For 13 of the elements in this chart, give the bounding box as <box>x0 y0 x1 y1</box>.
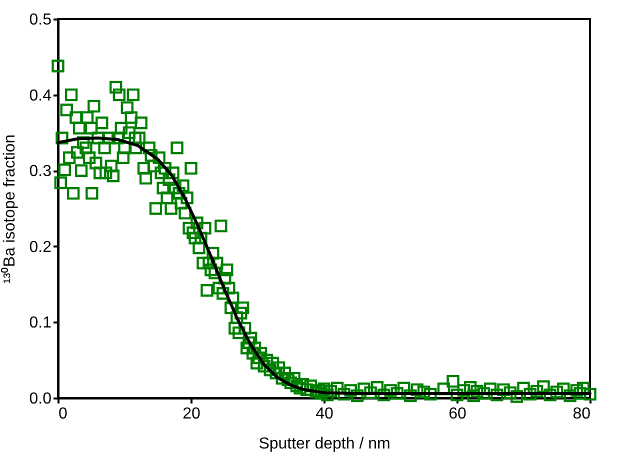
y-tick-label: 0.4 <box>29 87 52 104</box>
y-tick-label: 0.3 <box>29 163 52 180</box>
y-axis-title: ¹³⁰Ba isotope fraction <box>0 134 18 284</box>
y-tick-label: 0.1 <box>29 314 52 332</box>
x-tick-label: 60 <box>448 406 466 422</box>
y-tick-label: 0.5 <box>29 12 52 28</box>
y-tick-label: 0.0 <box>29 390 52 408</box>
x-tick-label: 20 <box>182 406 200 422</box>
x-tick-label: 80 <box>572 406 591 422</box>
x-tick-label: 40 <box>316 406 334 422</box>
x-tick-label: 0 <box>58 406 68 422</box>
x-axis-title: Sputter depth / nm <box>258 436 390 452</box>
y-tick-label: 0.2 <box>29 238 52 256</box>
